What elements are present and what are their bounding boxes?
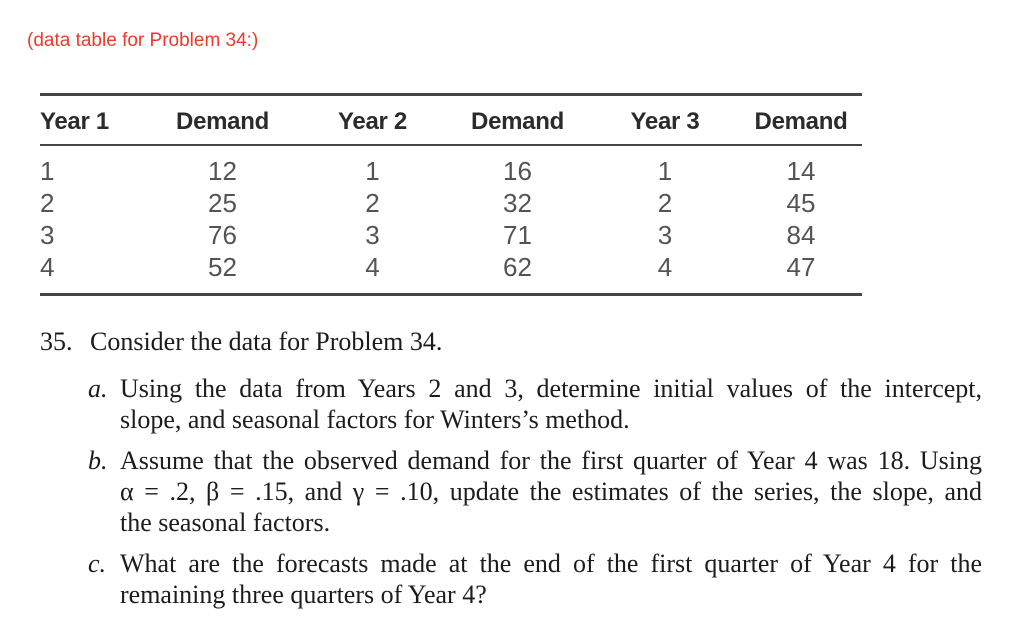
table-header-cell: Demand (145, 94, 300, 146)
table-header-cell: Demand (740, 94, 862, 146)
problem-parts: a. Using the data from Years 2 and 3, de… (88, 373, 984, 610)
table-cell: 12 (208, 156, 237, 186)
table-cell: 45 (786, 188, 816, 218)
table-cell: 4 (365, 252, 380, 282)
part-letter: b. (88, 446, 108, 475)
table-cell: 25 (208, 188, 237, 218)
problem-part-a: a. Using the data from Years 2 and 3, de… (88, 373, 984, 435)
table-cell: 52 (208, 252, 237, 282)
table-cell: 47 (786, 252, 816, 282)
part-text-line: α = .2, β = .15, and γ = .10, update the… (120, 477, 982, 506)
part-text-line: Using the data from Years 2 and 3, deter… (120, 374, 982, 403)
table-row: 4 52 4 62 4 47 (40, 251, 862, 295)
table-row: 2 25 2 32 2 45 (40, 187, 862, 219)
table-cell: 32 (503, 188, 532, 218)
table-row: 3 76 3 71 3 84 (40, 219, 862, 251)
part-letter: a. (88, 374, 108, 403)
part-text: Assume that the observed demand for the … (120, 445, 982, 538)
problem-intro: Consider the data for Problem 34. (90, 327, 443, 356)
part-text-line: slope, and seasonal factors for Winters’… (120, 405, 630, 434)
table-cell: 3 (657, 220, 673, 250)
part-text: Using the data from Years 2 and 3, deter… (120, 373, 982, 435)
table-cell: 16 (503, 156, 532, 186)
table-cell: 1 (40, 156, 55, 186)
problem-number: 35. (40, 327, 73, 356)
part-text-line: remaining three quarters of Year 4? (120, 580, 487, 609)
problem-part-c: c. What are the forecasts made at the en… (88, 548, 984, 610)
table-cell: 2 (365, 188, 380, 218)
table-cell: 4 (657, 252, 673, 282)
table-cell: 71 (503, 220, 532, 250)
table-cell: 62 (503, 252, 532, 282)
table-row: 1 12 1 16 1 14 (40, 145, 862, 187)
part-text-line: What are the forecasts made at the end o… (120, 549, 982, 578)
table-cell: 76 (208, 220, 237, 250)
table-header-row: Year 1 Demand Year 2 Demand Year 3 Deman… (40, 94, 862, 146)
table-cell: 3 (40, 220, 55, 250)
problem-part-b: b. Assume that the observed demand for t… (88, 445, 984, 538)
table-header-cell: Year 1 (40, 94, 145, 146)
table-cell: 2 (40, 188, 55, 218)
demand-table: Year 1 Demand Year 2 Demand Year 3 Deman… (40, 93, 862, 296)
table-cell: 2 (657, 188, 673, 218)
table-cell: 1 (657, 156, 673, 186)
problem-intro-row: 35. Consider the data for Problem 34. (40, 326, 984, 357)
part-text-line: the seasonal factors. (120, 508, 331, 537)
table-header-cell: Demand (445, 94, 590, 146)
table-cell: 14 (786, 156, 816, 186)
part-letter: c. (88, 549, 107, 578)
table-cell: 4 (40, 252, 55, 282)
table-header-cell: Year 2 (300, 94, 445, 146)
data-table-note: (data table for Problem 34:) (27, 30, 259, 51)
table-cell: 1 (365, 156, 380, 186)
problem-35: 35. Consider the data for Problem 34. a.… (40, 326, 984, 620)
part-text-line: Assume that the observed demand for the … (120, 446, 982, 475)
table-cell: 3 (365, 220, 380, 250)
table-header-cell: Year 3 (590, 94, 740, 146)
part-text: What are the forecasts made at the end o… (120, 548, 982, 610)
table-cell: 84 (786, 220, 816, 250)
